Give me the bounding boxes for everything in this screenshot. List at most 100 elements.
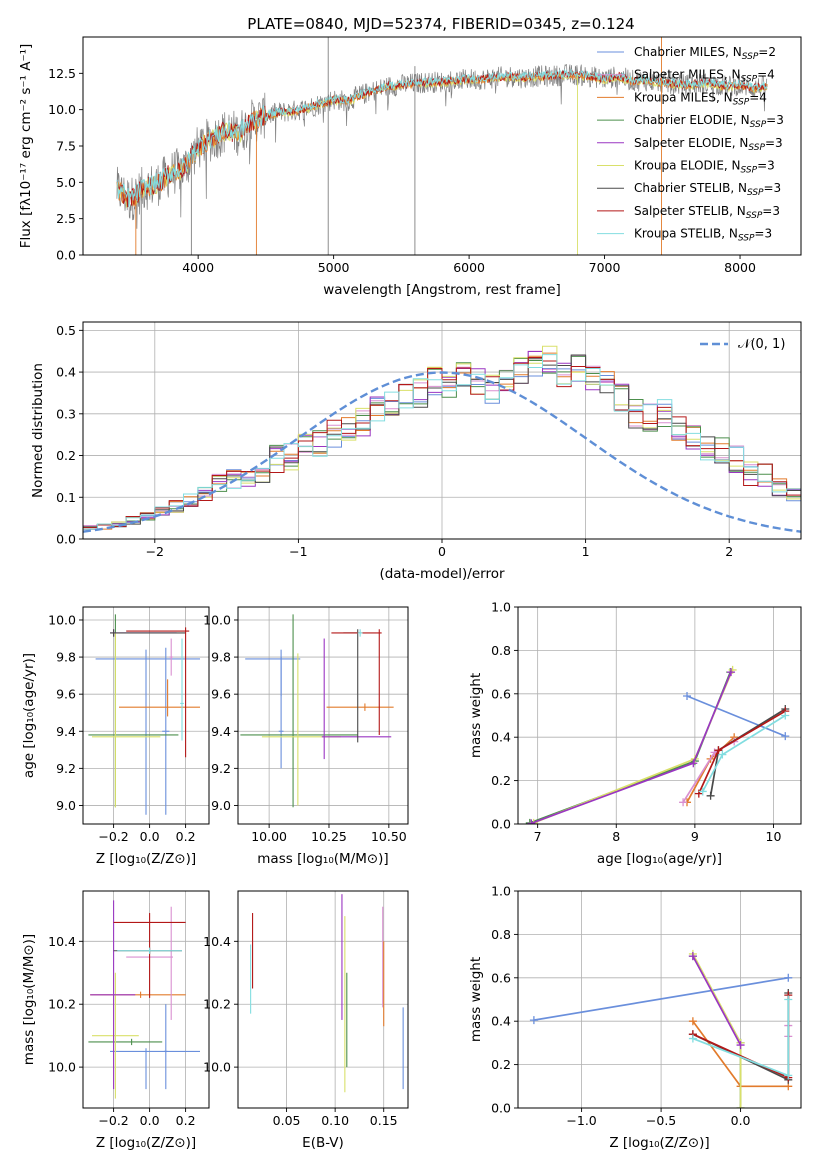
weight-marker xyxy=(698,787,707,796)
y-axis-label: Normed distribution xyxy=(30,363,46,498)
y-tick-label: 2.5 xyxy=(56,211,76,226)
y-tick-label: 0.2 xyxy=(56,448,76,463)
panel-spectrum: Chabrier MILES, NSSP=2 Salpeter MILES, NS… xyxy=(18,36,802,298)
legend-entry: Salpeter MILES, NSSP=4 xyxy=(634,68,775,85)
y-tick-label: 10.2 xyxy=(203,997,231,1012)
weight-marker xyxy=(527,819,536,824)
x-tick-label: 8 xyxy=(612,829,620,844)
weight-marker xyxy=(736,1041,745,1050)
plot-area xyxy=(88,614,200,815)
y-tick-label: 1.0 xyxy=(491,884,511,899)
y-tick-label: 10.2 xyxy=(48,997,76,1012)
hist-kroupa-miles xyxy=(83,352,801,539)
plot-area xyxy=(116,37,768,255)
weight-marker xyxy=(688,1017,697,1026)
x-tick-label: −0.5 xyxy=(646,1113,676,1128)
y-tick-label: 0.6 xyxy=(491,970,511,985)
axes-frame xyxy=(82,890,210,1109)
panel-age-vs-mass: 10.00 10.25 10.50 9.0 9.2 9.4 9.6 9.8 10.0 mass [… xyxy=(203,606,409,867)
x-tick-label: −0.2 xyxy=(98,1113,128,1128)
x-tick-label: 0.0 xyxy=(140,1113,160,1128)
y-tick-label: 7.5 xyxy=(56,139,76,154)
y-tick-label: 0.0 xyxy=(56,532,76,547)
legend-entry: Kroupa MILES, NSSP=4 xyxy=(634,90,767,107)
y-tick-label: 9.8 xyxy=(56,650,76,665)
weight-line xyxy=(533,669,734,824)
y-tick-label: 10.0 xyxy=(48,612,76,627)
y-tick-label: 0.2 xyxy=(491,1057,511,1072)
x-tick-label: 1 xyxy=(582,544,590,559)
x-axis-label: age [log₁₀(age/yr)] xyxy=(597,851,722,867)
y-tick-label: 10.4 xyxy=(48,934,76,949)
y-tick-label: 9.6 xyxy=(211,687,231,702)
weight-marker xyxy=(784,995,793,1004)
axes-frame xyxy=(517,606,802,825)
y-axis-label: mass [log₁₀(M/M⊙)] xyxy=(21,934,37,1065)
panel-age-vs-Z: −0.2 0.0 0.2 9.0 9.2 9.4 9.6 9.8 10.0 Z [log₁₀(Z/… xyxy=(21,606,210,867)
weight-marker xyxy=(727,668,736,677)
y-axis-label: Flux [fλ10⁻¹⁷ erg cm⁻² s⁻¹ A⁻¹] xyxy=(18,44,34,249)
y-tick-label: 0.0 xyxy=(491,1101,511,1116)
weight-marker xyxy=(689,759,698,768)
legend-entry: 𝒩(0, 1) xyxy=(738,337,785,352)
x-tick-label: −1 xyxy=(289,544,307,559)
x-axis-label: wavelength [Angstrom, rest frame] xyxy=(323,282,561,298)
hist-salpeter-stelib xyxy=(83,357,801,539)
x-tick-label: 0.10 xyxy=(321,1113,349,1128)
y-axis-label: mass weight xyxy=(468,957,484,1042)
x-tick-label: 0.2 xyxy=(176,829,196,844)
plot-area xyxy=(240,614,394,808)
normal-curve xyxy=(83,371,801,533)
x-tick-label: 0.0 xyxy=(140,829,160,844)
y-tick-label: 10.0 xyxy=(48,102,76,117)
hist-chabrier-elodie xyxy=(83,355,801,539)
y-tick-label: 0.4 xyxy=(56,365,76,380)
x-axis-label: Z [log₁₀(Z/Z⊙)] xyxy=(96,1135,196,1151)
panel-mass-vs-ebv: 0.05 0.10 0.15 10.0 10.2 10.4 E(B-V) xyxy=(203,890,409,1151)
legend-entry: Chabrier ELODIE, NSSP=3 xyxy=(634,113,784,130)
panel-weight-vs-Z: −1.0 −0.5 0.0 0.0 0.2 0.4 0.6 0.8 1.0 Z [log₁₀(Z/… xyxy=(468,884,802,1151)
weight-marker xyxy=(784,973,793,982)
y-tick-label: 0.8 xyxy=(491,643,511,658)
y-tick-label: 10.4 xyxy=(203,934,231,949)
legend-entry: Kroupa STELIB, NSSP=3 xyxy=(634,227,772,244)
x-tick-label: −1.0 xyxy=(566,1113,596,1128)
y-tick-label: 9.4 xyxy=(56,724,76,739)
y-tick-label: 9.4 xyxy=(211,724,231,739)
panel-weight-vs-age: 7 8 9 10 0.0 0.2 0.4 0.6 0.8 1.0 age [log₁₀(age/yr… xyxy=(468,600,802,867)
x-tick-label: 7 xyxy=(534,829,542,844)
y-axis-label: mass weight xyxy=(468,673,484,758)
hist-chabrier-stelib xyxy=(83,354,801,539)
panel-residuals: 𝒩(0, 1) −2 −1 0 1 2 0.0 0.1 0.2 0.3 0.4 0.5 (data-mo… xyxy=(30,321,802,582)
x-tick-label: 4000 xyxy=(182,260,214,275)
y-tick-label: 12.5 xyxy=(48,66,76,81)
weight-marker xyxy=(784,1071,793,1080)
x-tick-label: 0.15 xyxy=(370,1113,398,1128)
x-tick-label: 5000 xyxy=(318,260,350,275)
x-axis-label: E(B-V) xyxy=(302,1135,344,1151)
x-tick-label: 0.0 xyxy=(731,1113,751,1128)
plot-area xyxy=(250,894,404,1093)
panels: Chabrier MILES, NSSP=2 Salpeter MILES, NS… xyxy=(18,36,802,1151)
x-axis-label: Z [log₁₀(Z/Z⊙)] xyxy=(609,1135,709,1151)
y-tick-label: 0.3 xyxy=(56,406,76,421)
y-tick-label: 9.8 xyxy=(211,650,231,665)
legend-entry: Salpeter ELODIE, NSSP=3 xyxy=(634,136,783,153)
x-tick-label: 10 xyxy=(766,829,782,844)
weight-line xyxy=(686,695,786,737)
hist-kroupa-stelib xyxy=(83,354,801,539)
axes-frame xyxy=(237,606,409,825)
weight-marker xyxy=(688,1034,697,1043)
plot-area xyxy=(529,949,793,1108)
weight-marker xyxy=(736,1104,745,1108)
x-tick-label: 10.00 xyxy=(251,829,287,844)
legend-entry: Chabrier MILES, NSSP=2 xyxy=(634,45,776,62)
y-tick-label: 0.1 xyxy=(56,490,76,505)
y-tick-label: 9.2 xyxy=(211,761,231,776)
x-tick-label: 0 xyxy=(438,544,446,559)
y-tick-label: 0.6 xyxy=(491,686,511,701)
y-tick-label: 9.2 xyxy=(56,761,76,776)
legend-entry: Salpeter STELIB, NSSP=3 xyxy=(634,204,780,221)
x-tick-label: 2 xyxy=(725,544,733,559)
